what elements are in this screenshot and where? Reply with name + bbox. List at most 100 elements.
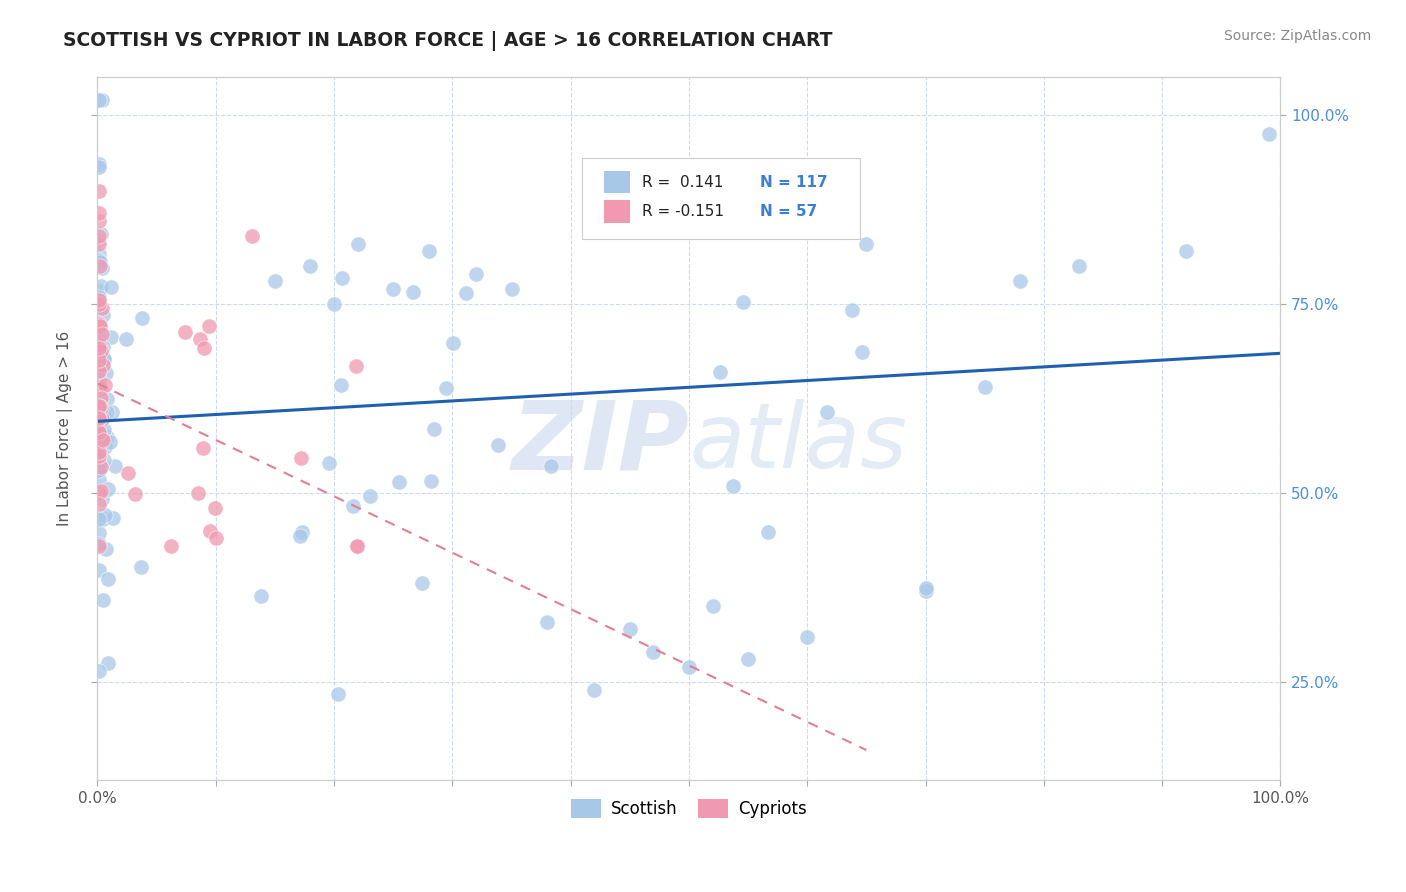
Point xyxy=(93,432,115,446)
Point xyxy=(87,449,110,463)
Point xyxy=(434,381,457,395)
Point xyxy=(250,589,273,603)
Point xyxy=(90,391,112,405)
Point xyxy=(191,441,214,455)
Point xyxy=(187,486,209,500)
Point xyxy=(420,474,443,488)
Point xyxy=(100,330,122,344)
Point xyxy=(91,339,114,353)
Point xyxy=(91,93,114,107)
Point xyxy=(423,422,446,436)
Legend: Scottish, Cypriots: Scottish, Cypriots xyxy=(565,793,813,825)
Point xyxy=(93,407,115,421)
Point xyxy=(89,484,111,499)
Point xyxy=(90,413,112,427)
Point xyxy=(87,443,110,458)
Point xyxy=(346,539,368,553)
Point xyxy=(97,572,120,586)
Point xyxy=(89,290,111,304)
Point xyxy=(441,336,464,351)
Point xyxy=(87,353,110,368)
Point xyxy=(796,630,818,644)
Text: SCOTTISH VS CYPRIOT IN LABOR FORCE | AGE > 16 CORRELATION CHART: SCOTTISH VS CYPRIOT IN LABOR FORCE | AGE… xyxy=(63,31,832,51)
Point xyxy=(87,184,110,198)
Point xyxy=(721,479,744,493)
Point xyxy=(465,267,488,281)
Point xyxy=(1010,275,1032,289)
Point xyxy=(87,293,110,308)
Point xyxy=(90,382,112,396)
Text: Source: ZipAtlas.com: Source: ZipAtlas.com xyxy=(1223,29,1371,43)
Point xyxy=(124,486,146,500)
Point xyxy=(583,682,606,697)
Point xyxy=(87,412,110,426)
Point xyxy=(855,236,877,251)
Point xyxy=(87,317,110,331)
Point xyxy=(330,378,353,392)
Point xyxy=(914,584,936,599)
Point xyxy=(87,160,110,174)
Point xyxy=(678,660,700,674)
Point xyxy=(737,652,759,666)
Point xyxy=(87,539,110,553)
Point xyxy=(87,341,110,355)
Point xyxy=(87,323,110,337)
Point xyxy=(90,412,112,426)
Point xyxy=(90,326,112,341)
Point xyxy=(89,319,111,334)
Point xyxy=(89,399,111,413)
Point xyxy=(100,280,122,294)
Point xyxy=(87,206,110,220)
Point xyxy=(87,296,110,310)
Point xyxy=(87,297,110,311)
Point xyxy=(89,372,111,386)
Point xyxy=(174,325,197,339)
Point xyxy=(87,214,110,228)
Point xyxy=(101,511,124,525)
Point xyxy=(89,254,111,268)
Point xyxy=(382,282,405,296)
Point xyxy=(87,330,110,344)
Point xyxy=(89,260,111,274)
Point xyxy=(536,615,558,629)
Point xyxy=(87,285,110,299)
Point xyxy=(342,499,364,513)
Point xyxy=(643,645,665,659)
Point xyxy=(93,351,115,366)
Point xyxy=(328,687,350,701)
Point xyxy=(678,202,700,217)
Point xyxy=(87,236,110,251)
Point xyxy=(91,308,114,322)
Point xyxy=(91,592,114,607)
Point xyxy=(87,396,110,410)
Point xyxy=(240,229,263,244)
Point xyxy=(89,444,111,458)
Point xyxy=(264,275,287,289)
Point xyxy=(94,440,117,454)
Point xyxy=(851,344,873,359)
Point xyxy=(90,278,112,293)
Point xyxy=(89,512,111,526)
Point xyxy=(87,156,110,170)
Point xyxy=(87,292,110,306)
Point xyxy=(104,458,127,473)
Point xyxy=(402,285,425,299)
Point xyxy=(540,459,562,474)
Point xyxy=(87,462,110,476)
Point xyxy=(204,501,226,516)
Text: R =  0.141: R = 0.141 xyxy=(641,175,723,190)
Point xyxy=(1069,260,1091,274)
Point xyxy=(388,475,411,489)
FancyBboxPatch shape xyxy=(582,158,860,239)
Point xyxy=(131,310,153,325)
Point xyxy=(115,332,138,346)
Point xyxy=(290,451,312,466)
Point xyxy=(87,363,110,377)
Point xyxy=(1257,127,1279,141)
Point xyxy=(96,542,118,557)
Point xyxy=(456,285,478,300)
Point xyxy=(290,525,312,540)
Point xyxy=(91,358,114,372)
Point xyxy=(93,351,115,366)
Point xyxy=(346,539,368,553)
